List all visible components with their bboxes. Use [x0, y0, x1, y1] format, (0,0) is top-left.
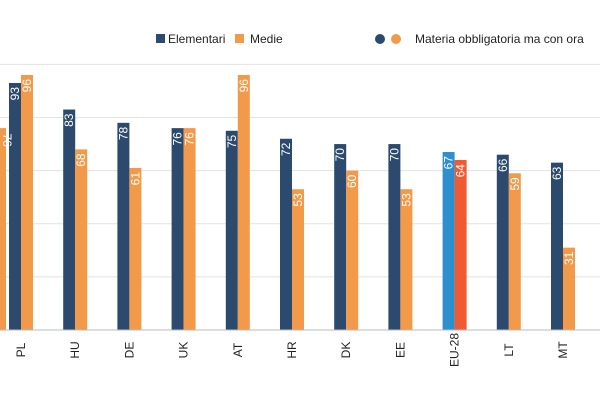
bar-de-medie — [129, 167, 142, 330]
bar-hu-elementari — [63, 109, 76, 330]
data-label-mt-medie: 31 — [562, 251, 576, 265]
bar-dk-medie — [346, 170, 359, 330]
data-label-at-elementari: 75 — [225, 134, 239, 148]
bar-eu-28-elementari — [442, 152, 455, 330]
bar-at-elementari — [225, 130, 238, 330]
tick-label-eu-28: EU-28 — [448, 333, 462, 367]
data-label-dk-medie: 60 — [345, 174, 359, 188]
data-label-ee-medie: 53 — [399, 193, 413, 207]
data-label-de-elementari: 78 — [116, 126, 130, 140]
data-label-de-medie: 61 — [128, 172, 142, 186]
bar-lt-elementari — [496, 154, 509, 330]
tick-label-at: AT — [231, 342, 245, 357]
bar-uk-elementari — [171, 128, 184, 330]
bar-ee-elementari — [388, 144, 401, 330]
data-label-lt-elementari: 66 — [496, 158, 510, 172]
tick-label-lt: LT — [502, 343, 516, 357]
data-label-hu-medie: 68 — [74, 153, 88, 167]
bar-hr-elementari — [280, 138, 292, 330]
data-label-dk-elementari: 70 — [333, 148, 347, 162]
tick-label-dk: DK — [339, 342, 353, 359]
bar-lt-medie — [508, 173, 521, 330]
data-label-hu-elementari: 83 — [62, 113, 76, 127]
data-label-pl-elementari: 93 — [8, 87, 22, 101]
bar-de-elementari — [117, 122, 130, 330]
bar-uk-medie — [183, 128, 196, 330]
bar-partial-medie — [0, 128, 6, 330]
tick-label-de: DE — [122, 342, 136, 359]
bar-mt-elementari — [551, 162, 563, 330]
data-label-partial: 76 — [0, 133, 14, 147]
x-axis-ticks: PLHUDEUKATHRDKEEEU-28LTMTBECZROFISKSEELE… — [14, 333, 570, 367]
legend-swatch-elementari — [156, 34, 165, 43]
bar-ee-medie — [400, 189, 413, 330]
bar-dk-elementari — [334, 144, 347, 330]
tick-label-pl: PL — [14, 342, 28, 357]
legend-label-special: Materia obbligatoria ma con ora — [415, 32, 584, 46]
legend-label-medie: Medie — [250, 32, 283, 46]
data-label-ee-elementari: 70 — [387, 148, 401, 162]
data-label-mt-elementari: 63 — [550, 166, 564, 180]
bar-mt-medie — [563, 247, 575, 330]
bar-at-medie — [237, 75, 250, 330]
legend: Elementari Medie Materia obbligatoria ma… — [156, 32, 584, 46]
bar-hu-medie — [75, 149, 88, 330]
bar-pl-elementari — [9, 82, 21, 330]
legend-swatch-medie — [235, 34, 244, 43]
tick-label-ee: EE — [393, 342, 407, 358]
bar-eu-28-medie — [454, 160, 467, 330]
legend-dot-orange — [391, 34, 401, 44]
tick-label-mt: MT — [556, 341, 570, 359]
bar-pl-medie — [21, 75, 33, 330]
bars — [0, 75, 575, 330]
legend-dot-dark — [375, 34, 385, 44]
data-label-at-medie: 96 — [237, 79, 251, 93]
data-label-pl-medie: 96 — [20, 79, 34, 93]
bar-hr-medie — [292, 189, 304, 330]
legend-label-elementari: Elementari — [168, 32, 225, 46]
data-label-uk-medie: 76 — [183, 132, 197, 146]
tick-label-hr: HR — [285, 341, 299, 359]
data-label-uk-elementari: 76 — [171, 132, 185, 146]
data-label-hr-elementari: 72 — [279, 142, 293, 156]
data-label-eu-28-medie: 64 — [454, 164, 468, 178]
data-label-eu-28-elementari: 67 — [442, 156, 456, 170]
data-label-lt-medie: 59 — [508, 177, 522, 191]
tick-label-uk: UK — [177, 342, 191, 359]
tick-label-hu: HU — [68, 341, 82, 358]
data-label-hr-medie: 53 — [291, 193, 305, 207]
